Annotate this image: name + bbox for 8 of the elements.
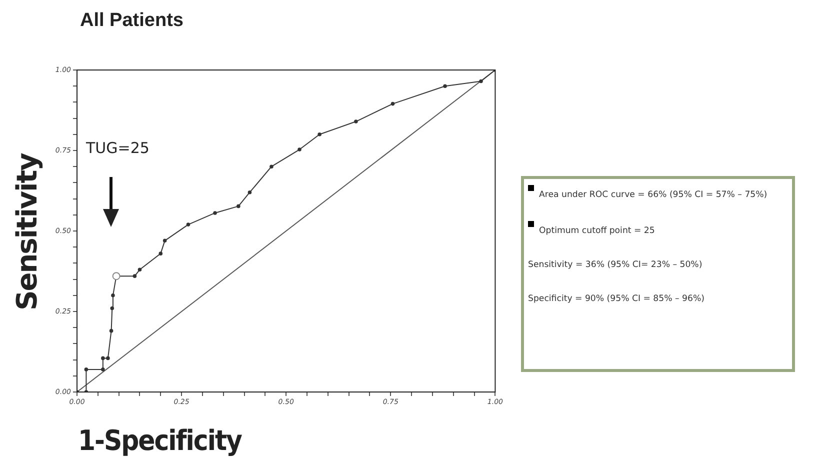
annotation: TUG=25 [86, 139, 150, 157]
x-axis-title: 1-Specificity [78, 424, 242, 457]
text: Optimum cutoff point = 25 [539, 226, 655, 236]
y-axis-title: Sensitivity [10, 154, 44, 310]
text: Sensitivity = 36% (95% CI= 23% – 50%) [528, 260, 702, 270]
text: Specificity = 90% (95% CI = 85% – 96%) [528, 294, 704, 304]
chart-title: All Patients [80, 10, 184, 32]
text: Area under ROC curve = 66% (95% CI = 57% – 75%) [539, 190, 768, 200]
